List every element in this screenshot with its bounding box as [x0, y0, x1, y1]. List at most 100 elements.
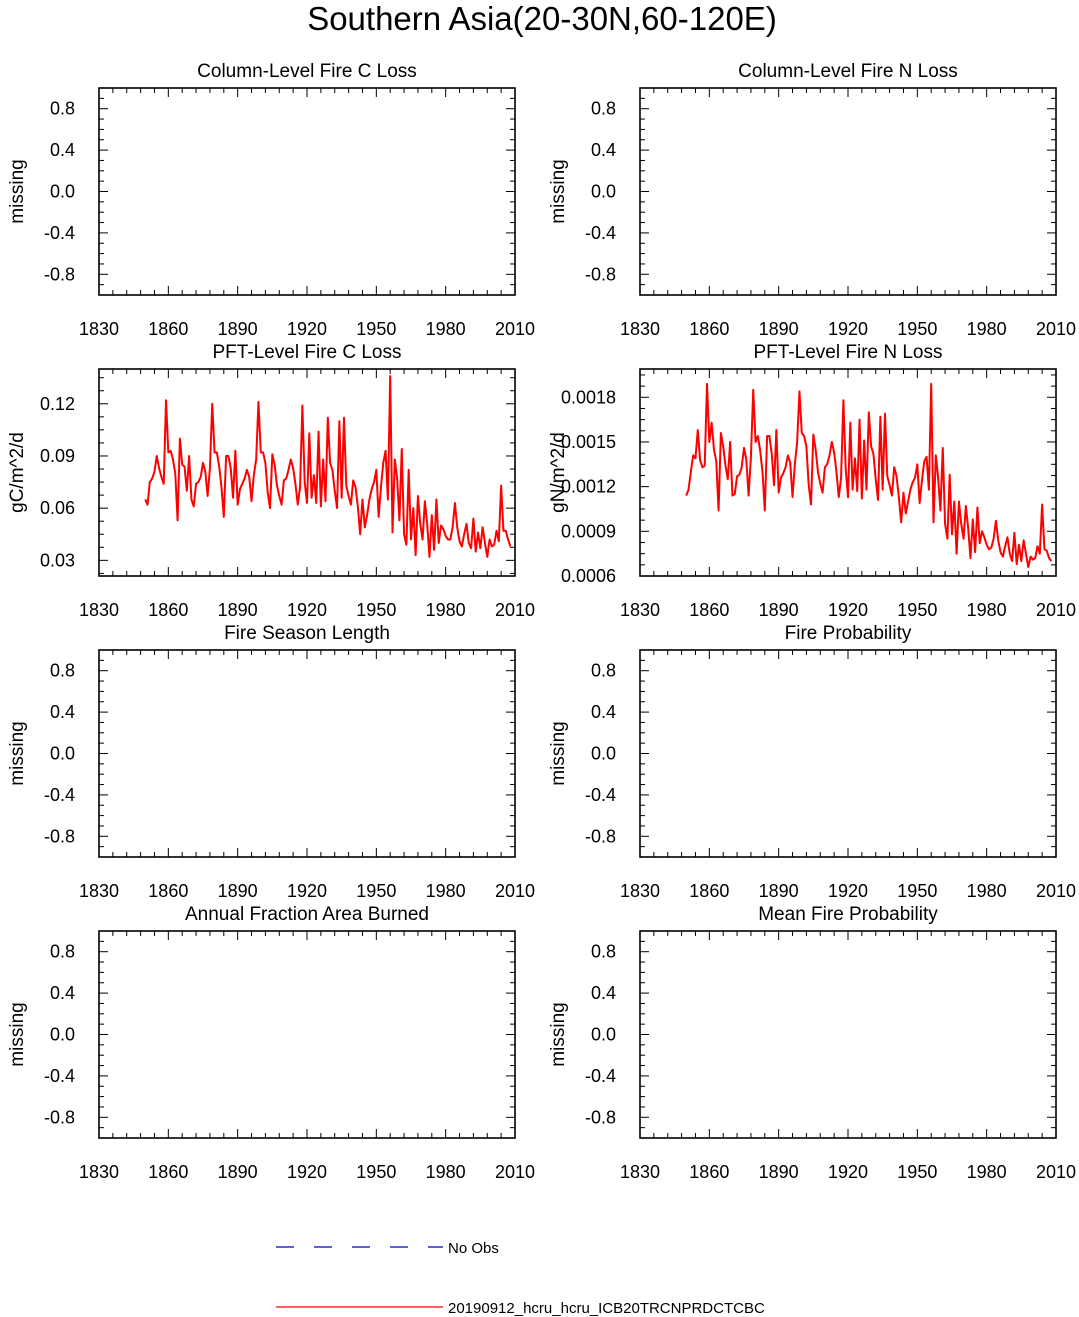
plot-frame: [98, 368, 516, 577]
x-tick-label: 1830: [620, 1162, 660, 1182]
x-tick-label: 1860: [689, 319, 729, 339]
y-tick-label: -0.8: [44, 264, 75, 284]
y-tick-label: 0.8: [50, 99, 75, 119]
y-tick-label: 0.0006: [561, 566, 616, 586]
y-axis-label: gC/m^2/d: [7, 432, 28, 513]
x-tick-label: 1920: [287, 881, 327, 901]
x-tick-label: 2010: [495, 1162, 535, 1182]
y-tick-label: 0.0018: [561, 387, 616, 407]
x-tick-label: 1980: [967, 319, 1007, 339]
panel-col-n: Column-Level Fire N Loss missing 1830 1860 1…: [548, 61, 1076, 339]
y-axis-label: missing: [7, 159, 28, 223]
y-axis-label: missing: [548, 159, 569, 223]
x-tick-label: 1980: [426, 881, 466, 901]
x-tick-label: 1830: [620, 319, 660, 339]
x-tick-label: 1980: [967, 600, 1007, 620]
y-tick-label: 0.4: [591, 983, 616, 1003]
y-tick-label: 0.4: [50, 983, 75, 1003]
x-tick-label: 1920: [287, 600, 327, 620]
x-tick-label: 1860: [689, 600, 729, 620]
panel-title: Mean Fire Probability: [758, 904, 938, 925]
x-tick-label: 1920: [828, 881, 868, 901]
y-tick-label: 0.0009: [561, 521, 616, 541]
panel-title: Column-Level Fire C Loss: [197, 61, 417, 82]
y-tick-label: -0.4: [44, 785, 75, 805]
y-tick-label: -0.8: [44, 1107, 75, 1127]
figure-title: Southern Asia(20-30N,60-120E): [307, 0, 777, 37]
y-tick-label: 0.4: [50, 140, 75, 160]
legend-label-no-obs: No Obs: [448, 1240, 499, 1257]
x-tick-label: 1920: [828, 1162, 868, 1182]
x-tick-label: 1860: [148, 600, 188, 620]
x-tick-label: 1860: [689, 1162, 729, 1182]
x-tick-label: 1860: [148, 881, 188, 901]
y-tick-label: 0.8: [591, 661, 616, 681]
plot-frame: [639, 930, 1057, 1139]
x-tick-label: 1860: [148, 1162, 188, 1182]
plot-frame: [639, 87, 1057, 296]
x-tick-label: 1920: [828, 319, 868, 339]
x-tick-label: 1890: [218, 1162, 258, 1182]
panel-title: Fire Season Length: [224, 623, 390, 644]
y-tick-label: -0.8: [585, 264, 616, 284]
x-tick-label: 2010: [1036, 600, 1076, 620]
y-tick-label: -0.4: [44, 1066, 75, 1086]
y-tick-label: 0.8: [50, 942, 75, 962]
y-tick-label: -0.8: [585, 1107, 616, 1127]
x-tick-label: 1830: [620, 881, 660, 901]
legend-label-model: 20190912_hcru_hcru_ICB20TRCNPRDCTCBC: [448, 1300, 765, 1317]
plot-frame: [98, 87, 516, 296]
plot-frame: [98, 930, 516, 1139]
x-tick-label: 1950: [356, 600, 396, 620]
x-tick-label: 1890: [218, 600, 258, 620]
x-tick-label: 1830: [79, 600, 119, 620]
series-line: [685, 382, 1053, 569]
x-tick-label: 1890: [218, 319, 258, 339]
x-tick-label: 1980: [967, 1162, 1007, 1182]
x-tick-label: 1890: [759, 1162, 799, 1182]
panel-season: Fire Season Length missing 1830 1860 1890 192…: [7, 623, 535, 901]
x-tick-label: 1890: [218, 881, 258, 901]
x-tick-label: 1890: [759, 319, 799, 339]
legend: No Obs 20190912_hcru_hcru_ICB20TRCNPRDCT…: [276, 1240, 765, 1317]
x-tick-label: 1950: [356, 1162, 396, 1182]
panel-burned: Annual Fraction Area Burned missing 1830 18…: [7, 904, 535, 1182]
x-tick-label: 1890: [759, 600, 799, 620]
y-tick-label: -0.4: [585, 1066, 616, 1086]
y-tick-label: 0.0: [50, 744, 75, 764]
plot-frame: [639, 368, 1057, 577]
x-tick-label: 2010: [1036, 881, 1076, 901]
y-tick-label: 0.0: [591, 182, 616, 202]
x-tick-label: 2010: [495, 319, 535, 339]
x-tick-label: 1950: [897, 1162, 937, 1182]
panel-title: Annual Fraction Area Burned: [185, 904, 429, 925]
x-tick-label: 1830: [79, 1162, 119, 1182]
y-tick-label: -0.4: [585, 223, 616, 243]
plot-frame: [98, 649, 516, 858]
x-tick-label: 1830: [79, 881, 119, 901]
x-tick-label: 1860: [689, 881, 729, 901]
y-tick-label: -0.8: [44, 826, 75, 846]
y-tick-label: -0.4: [44, 223, 75, 243]
y-tick-label: 0.12: [40, 394, 75, 414]
x-tick-label: 1950: [356, 319, 396, 339]
x-tick-label: 2010: [1036, 319, 1076, 339]
y-tick-label: 0.4: [591, 702, 616, 722]
y-tick-label: 0.0012: [561, 477, 616, 497]
panel-title: Column-Level Fire N Loss: [738, 61, 958, 82]
panel-title: PFT-Level Fire N Loss: [754, 342, 943, 363]
y-tick-label: 0.0: [50, 182, 75, 202]
x-tick-label: 1920: [287, 1162, 327, 1182]
x-tick-label: 1830: [620, 600, 660, 620]
panel-title: Fire Probability: [785, 623, 912, 644]
x-tick-label: 1980: [426, 600, 466, 620]
y-axis-label: missing: [548, 1002, 569, 1066]
x-tick-label: 1950: [897, 881, 937, 901]
panel-col-c: Column-Level Fire C Loss missing 1830 1860 1…: [7, 61, 535, 339]
y-tick-label: 0.06: [40, 498, 75, 518]
y-axis-label: missing: [7, 1002, 28, 1066]
x-tick-label: 1950: [356, 881, 396, 901]
x-tick-label: 1830: [79, 319, 119, 339]
y-axis-label: missing: [7, 721, 28, 785]
